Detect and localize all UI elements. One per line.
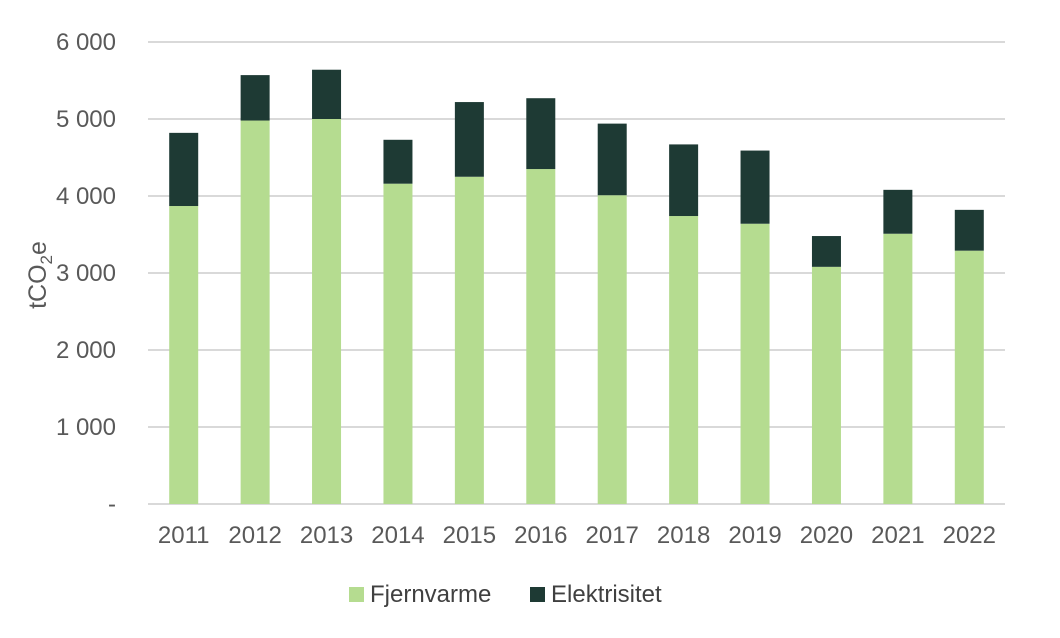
y-axis-ticks: - 1 000 2 000 3 000 4 000 5 000 6 000: [56, 29, 116, 518]
y-tick-label: 1 000: [56, 414, 116, 441]
bar-elektrisitet-2018: [669, 144, 699, 217]
bar-fjernvarme-2019: [740, 223, 770, 504]
bar-elektrisitet-2020: [811, 236, 841, 267]
y-axis-label-suffix: e: [24, 241, 52, 255]
bar-elektrisitet-2014: [383, 139, 413, 184]
bar-fjernvarme-2011: [169, 206, 199, 504]
x-tick-label: 2017: [586, 522, 639, 549]
x-tick-label: 2018: [657, 522, 710, 549]
bar-fjernvarme-2015: [454, 176, 484, 504]
bar-elektrisitet-2017: [597, 123, 627, 196]
bar-elektrisitet-2021: [883, 189, 913, 234]
bar-fjernvarme-2012: [240, 120, 270, 504]
x-tick-label: 2014: [371, 522, 424, 549]
bar-fjernvarme-2014: [383, 183, 413, 504]
y-tick-label: 5 000: [56, 106, 116, 133]
bar-fjernvarme-2020: [811, 266, 841, 504]
y-tick-label: 2 000: [56, 337, 116, 364]
x-tick-label: 2016: [514, 522, 567, 549]
x-tick-label: 2019: [728, 522, 781, 549]
bar-elektrisitet-2015: [454, 102, 484, 177]
legend: Fjernvarme Elektrisitet: [349, 581, 662, 608]
x-tick-label: 2022: [943, 522, 996, 549]
y-axis-label: tCO2e: [24, 241, 56, 309]
bar-elektrisitet-2019: [740, 150, 770, 224]
legend-swatch-elektrisitet: [530, 587, 545, 602]
bar-fjernvarme-2017: [597, 195, 627, 505]
legend-label-fjernvarme: Fjernvarme: [370, 581, 491, 608]
y-axis-label-main: tCO: [24, 264, 52, 308]
y-tick-label: 3 000: [56, 260, 116, 287]
bar-fjernvarme-2013: [312, 119, 342, 504]
gridlines: [148, 41, 1005, 505]
legend-swatch-fjernvarme: [349, 587, 364, 602]
x-tick-label: 2020: [800, 522, 853, 549]
x-tick-label: 2012: [228, 522, 281, 549]
bars: [169, 69, 984, 505]
y-tick-label: 4 000: [56, 183, 116, 210]
x-tick-label: 2021: [871, 522, 924, 549]
x-tick-label: 2013: [300, 522, 353, 549]
y-tick-label: 6 000: [56, 29, 116, 56]
x-tick-label: 2011: [158, 522, 210, 549]
bar-fjernvarme-2021: [883, 233, 913, 505]
x-axis-ticks: 2011 2012 2013 2014 2015 2016 2017 2018 2019 2020…: [158, 522, 996, 549]
bar-elektrisitet-2016: [526, 98, 556, 170]
bar-fjernvarme-2016: [526, 169, 556, 505]
legend-label-elektrisitet: Elektrisitet: [551, 581, 662, 608]
y-tick-label: -: [108, 491, 116, 518]
bar-fjernvarme-2022: [954, 250, 984, 504]
bar-elektrisitet-2022: [954, 209, 984, 251]
bar-elektrisitet-2012: [240, 75, 270, 121]
y-axis-label-subscript: 2: [37, 255, 56, 264]
bar-fjernvarme-2018: [669, 216, 699, 504]
bar-elektrisitet-2013: [312, 69, 342, 119]
x-tick-label: 2015: [443, 522, 496, 549]
bar-elektrisitet-2011: [169, 132, 199, 207]
